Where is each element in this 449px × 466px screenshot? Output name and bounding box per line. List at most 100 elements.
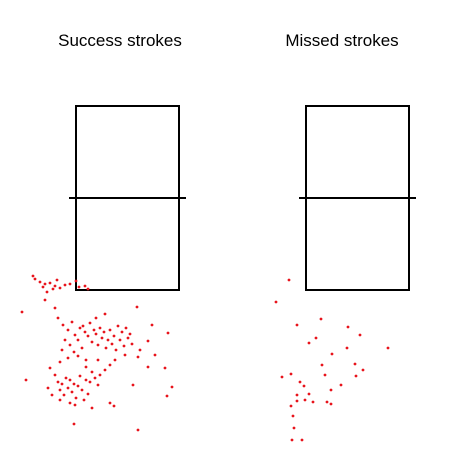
data-point [73, 403, 77, 407]
data-point [81, 324, 85, 328]
data-point [116, 324, 120, 328]
data-point [136, 355, 140, 359]
data-point [290, 438, 294, 442]
data-point [98, 373, 102, 377]
data-point [48, 366, 52, 370]
data-point [74, 396, 78, 400]
data-point [80, 346, 84, 350]
data-point [78, 326, 82, 330]
data-point [93, 376, 97, 380]
data-point [302, 384, 306, 388]
data-point [92, 328, 96, 332]
success-court [69, 105, 186, 291]
data-point [358, 333, 362, 337]
data-point [330, 352, 334, 356]
data-point [90, 406, 94, 410]
data-point [307, 341, 311, 345]
data-point [63, 338, 67, 342]
data-point [124, 326, 128, 330]
data-point [320, 363, 324, 367]
data-point [60, 348, 64, 352]
data-point [80, 388, 84, 392]
data-point [58, 398, 62, 402]
data-point [90, 370, 94, 374]
data-point [70, 320, 74, 324]
data-point [58, 360, 62, 364]
data-point [163, 366, 167, 370]
data-point [289, 372, 293, 376]
data-point [61, 323, 65, 327]
data-point [280, 375, 284, 379]
data-point [63, 283, 67, 287]
data-point [103, 312, 107, 316]
data-point [56, 380, 60, 384]
data-point [78, 374, 82, 378]
data-point [55, 278, 59, 282]
data-point [76, 354, 80, 358]
data-point [45, 290, 49, 294]
data-point [314, 336, 318, 340]
data-point [274, 300, 278, 304]
data-point [165, 394, 169, 398]
missed-panel: Missed strokes [274, 31, 416, 442]
data-point [56, 316, 60, 320]
missed-title: Missed strokes [285, 31, 398, 50]
data-point [128, 332, 132, 336]
data-point [292, 426, 296, 430]
data-point [86, 287, 90, 291]
data-point [82, 398, 86, 402]
data-point [68, 378, 72, 382]
data-point [43, 298, 47, 302]
data-point [126, 336, 130, 340]
data-point [287, 278, 291, 282]
data-point [122, 344, 126, 348]
data-point [104, 346, 108, 350]
data-point [138, 348, 142, 352]
data-point [84, 378, 88, 382]
data-point [102, 330, 106, 334]
data-point [74, 279, 78, 283]
data-point [386, 346, 390, 350]
data-point [166, 331, 170, 335]
data-point [68, 401, 72, 405]
data-point [38, 280, 42, 284]
data-point [41, 285, 45, 289]
data-point [48, 281, 52, 285]
data-point [88, 321, 92, 325]
data-point [50, 393, 54, 397]
data-point [339, 383, 343, 387]
data-point [73, 333, 77, 337]
data-point [100, 336, 104, 340]
data-point [150, 323, 154, 327]
data-point [353, 362, 357, 366]
data-point [361, 368, 365, 372]
data-point [106, 338, 110, 342]
data-point [120, 330, 124, 334]
data-point [112, 334, 116, 338]
data-point [112, 404, 116, 408]
data-point [33, 277, 37, 281]
data-point [303, 398, 307, 402]
data-point [60, 382, 64, 386]
data-point [72, 422, 76, 426]
data-point [76, 384, 80, 388]
success-panel: Success strokes [20, 31, 186, 432]
data-point [83, 330, 87, 334]
data-point [53, 306, 57, 310]
data-point [123, 353, 127, 357]
data-point [83, 284, 87, 288]
data-point [131, 383, 135, 387]
data-point [289, 404, 293, 408]
data-point [311, 400, 315, 404]
data-point [354, 374, 358, 378]
data-point [118, 338, 122, 342]
data-point [329, 388, 333, 392]
data-point [77, 285, 81, 289]
data-point [96, 343, 100, 347]
data-point [108, 363, 112, 367]
data-point [66, 386, 70, 390]
data-point [66, 356, 70, 360]
data-point [96, 383, 100, 387]
data-point [53, 373, 57, 377]
